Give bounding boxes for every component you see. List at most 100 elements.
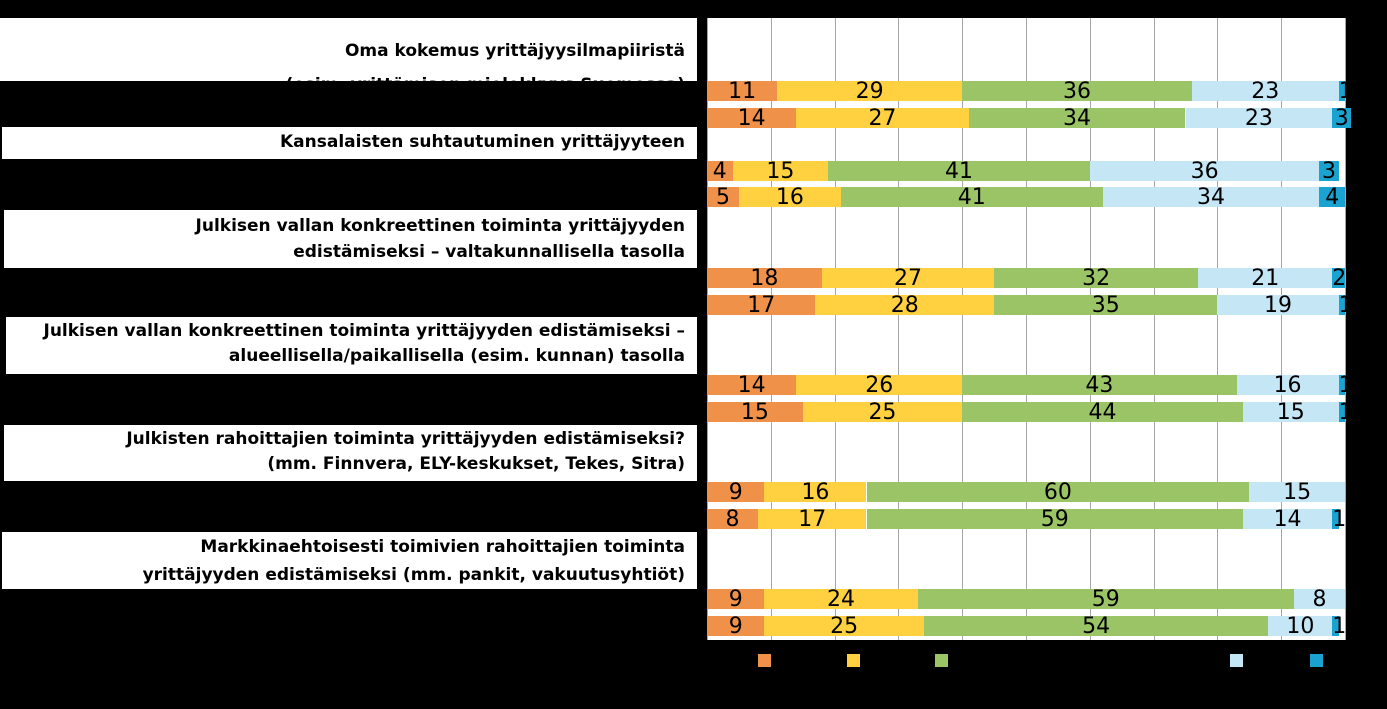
bar-data-label: 8 [725, 507, 740, 532]
bar-data-label: 54 [1082, 614, 1111, 639]
bar-data-label: 34 [1063, 106, 1092, 131]
bar-segment: 35 [994, 293, 1218, 318]
question-label-line: Kansalaisten suhtautuminen yrittäjyyteen [279, 132, 685, 152]
bar-segment: 9 [707, 480, 765, 505]
bar-data-label: 14 [1273, 507, 1302, 532]
gridline [771, 18, 772, 640]
bar-segment: 59 [866, 507, 1243, 532]
bar-data-label: 3 [1334, 106, 1349, 131]
bar-segment: 16 [1236, 373, 1339, 398]
bar-segment: 10 [1268, 616, 1333, 638]
bar-segment: 15 [1249, 480, 1345, 505]
bar-data-label: 8 [1312, 587, 1327, 612]
bar-segment: 25 [764, 614, 924, 639]
legend-swatch [935, 654, 948, 667]
bar-segment: 2 [1332, 266, 1347, 291]
bar-segment: 26 [796, 373, 963, 398]
bar-data-label: 59 [1040, 507, 1069, 532]
bar-segment: 1 [1338, 375, 1353, 397]
bar-data-label: 16 [1273, 373, 1302, 398]
bar-data-label: 17 [747, 293, 776, 318]
bar-segment: 34 [1102, 185, 1320, 210]
bar-data-label: 32 [1082, 266, 1111, 291]
bar-segment: 23 [1185, 106, 1333, 131]
bar-data-label: 60 [1043, 480, 1072, 505]
question-label: Markkinaehtoisesti toimivien rahoittajie… [2, 532, 697, 589]
bar-data-label: 36 [1063, 79, 1092, 104]
bar-data-label: 24 [826, 587, 855, 612]
bar-segment: 27 [821, 268, 995, 290]
bar-data-label: 29 [855, 79, 884, 104]
bar-data-label: 1 [1338, 79, 1353, 104]
bar-segment: 44 [962, 402, 1243, 424]
bar-data-label: 23 [1251, 79, 1280, 104]
gridline [1154, 18, 1155, 640]
gridline [898, 18, 899, 640]
bar-segment: 28 [815, 293, 995, 318]
bar-segment: 15 [707, 402, 803, 424]
bar-data-label: 28 [890, 293, 919, 318]
legend-swatch [847, 654, 860, 667]
bar-segment: 59 [917, 587, 1294, 612]
question-label-line: Julkisen vallan konkreettinen toiminta y… [43, 321, 686, 341]
bar-segment: 25 [802, 400, 963, 425]
question-label-line: edistämiseksi – valtakunnallisella tasol… [293, 242, 685, 262]
bar-segment: 8 [707, 507, 759, 532]
bar-data-label: 1 [1338, 293, 1353, 318]
bar-segment: 1 [1338, 400, 1353, 425]
bar-segment: 14 [1242, 507, 1333, 532]
bar-segment: 3 [1332, 106, 1352, 131]
bar-data-label: 43 [1085, 373, 1114, 398]
bar-segment: 16 [764, 480, 867, 505]
bar-data-label: 9 [728, 614, 743, 639]
bar-segment: 23 [1191, 79, 1339, 104]
gridline [1090, 18, 1091, 640]
question-label-line: (mm. Finnvera, ELY-keskukset, Tekes, Sit… [267, 454, 685, 474]
legend-swatch [1230, 654, 1243, 667]
question-label-line: Julkisten rahoittajien toiminta yrittäjy… [126, 429, 685, 449]
bar-data-label: 59 [1091, 587, 1120, 612]
question-label-line: (esim. yrittämisen mielekkyys Suomessa) [285, 75, 685, 95]
bar-segment: 36 [962, 79, 1192, 104]
bar-data-label: 34 [1197, 185, 1225, 210]
bar-data-label: 26 [865, 373, 894, 398]
bar-data-label: 14 [737, 373, 766, 398]
bar-data-label: 2 [1332, 266, 1347, 291]
gridline [835, 18, 836, 640]
bar-data-label: 9 [728, 480, 743, 505]
bar-segment: 5 [707, 187, 739, 209]
bar-data-label: 1 [1338, 400, 1353, 425]
bar-data-label: 1 [1332, 616, 1346, 638]
bar-segment: 14 [707, 108, 797, 130]
bar-segment: 1 [1338, 293, 1353, 318]
bar-data-label: 15 [766, 159, 795, 184]
bar-data-label: 19 [1264, 293, 1292, 318]
bar-segment: 17 [758, 509, 867, 531]
bar-segment: 21 [1198, 268, 1333, 290]
bar-data-label: 25 [868, 400, 897, 425]
bar-segment: 29 [777, 79, 963, 104]
question-label-line: alueellisella/paikallisella (esim. kunna… [228, 346, 685, 366]
bar-data-label: 9 [728, 587, 743, 612]
bar-data-label: 3 [1322, 159, 1337, 184]
bar-data-label: 18 [750, 266, 779, 291]
gridline [962, 18, 963, 640]
bar-segment: 15 [732, 159, 829, 184]
bar-data-label: 23 [1244, 106, 1273, 131]
bar-data-label: 16 [801, 480, 830, 505]
bar-data-label: 1 [1332, 509, 1346, 531]
bar-data-label: 41 [957, 185, 986, 210]
legend-swatch [1310, 654, 1323, 667]
bar-data-label: 15 [1283, 480, 1312, 505]
bar-segment: 14 [707, 373, 797, 398]
gridline [707, 18, 708, 640]
bar-segment: 17 [707, 293, 816, 318]
bar-segment: 41 [828, 161, 1090, 183]
bar-data-label: 15 [1276, 400, 1305, 425]
legend-swatch [758, 654, 771, 667]
question-label: Julkisen vallan konkreettinen toiminta y… [4, 210, 697, 268]
question-label-line: yrittäjyyden edistämiseksi (mm. pankit, … [142, 565, 685, 585]
bar-data-label: 25 [830, 614, 859, 639]
bar-data-label: 35 [1091, 293, 1120, 318]
